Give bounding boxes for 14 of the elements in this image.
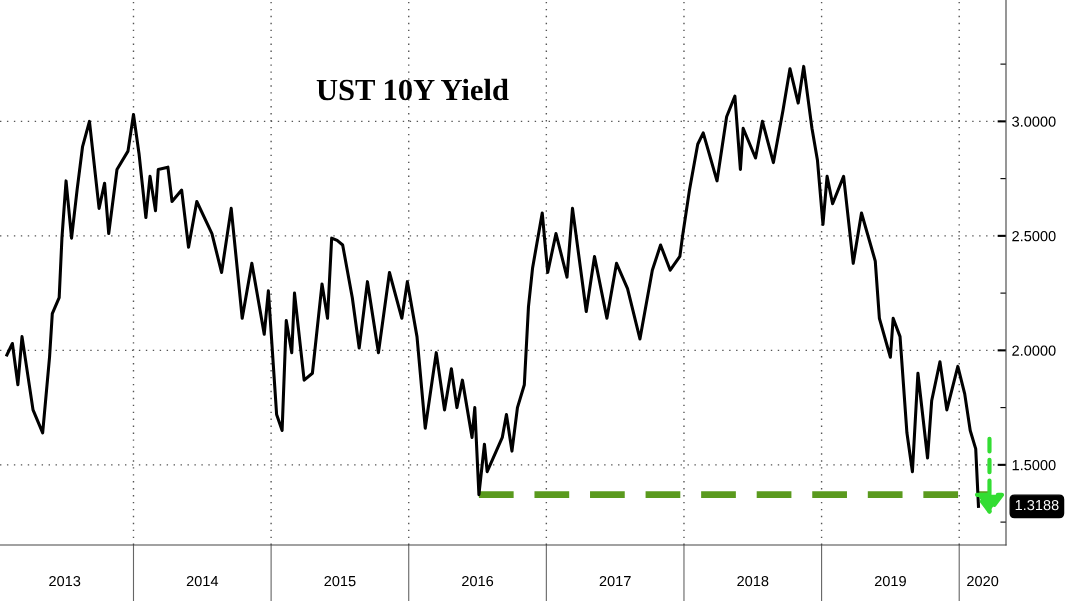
- text: UST 10Y Yield: [316, 78, 509, 101]
- x-tick-label: 2018: [737, 575, 769, 587]
- x-tick-label: 2016: [462, 575, 494, 587]
- x-tick-label: 2015: [324, 575, 356, 587]
- y-tick-label: 3.0000: [1012, 116, 1056, 127]
- x-tick-label: 2014: [186, 575, 219, 587]
- annotation: 1.3188: [1015, 499, 1059, 511]
- x-tick-label: 2019: [874, 575, 906, 587]
- y-tick-label: 1.5000: [1012, 459, 1056, 471]
- x-tick-label: 2020: [967, 575, 999, 587]
- x-tick-label: 2013: [49, 575, 81, 587]
- y-tick-label: 2.0000: [1012, 345, 1056, 356]
- y-tick-label: 2.5000: [1012, 230, 1056, 242]
- x-tick-label: 2017: [599, 575, 631, 587]
